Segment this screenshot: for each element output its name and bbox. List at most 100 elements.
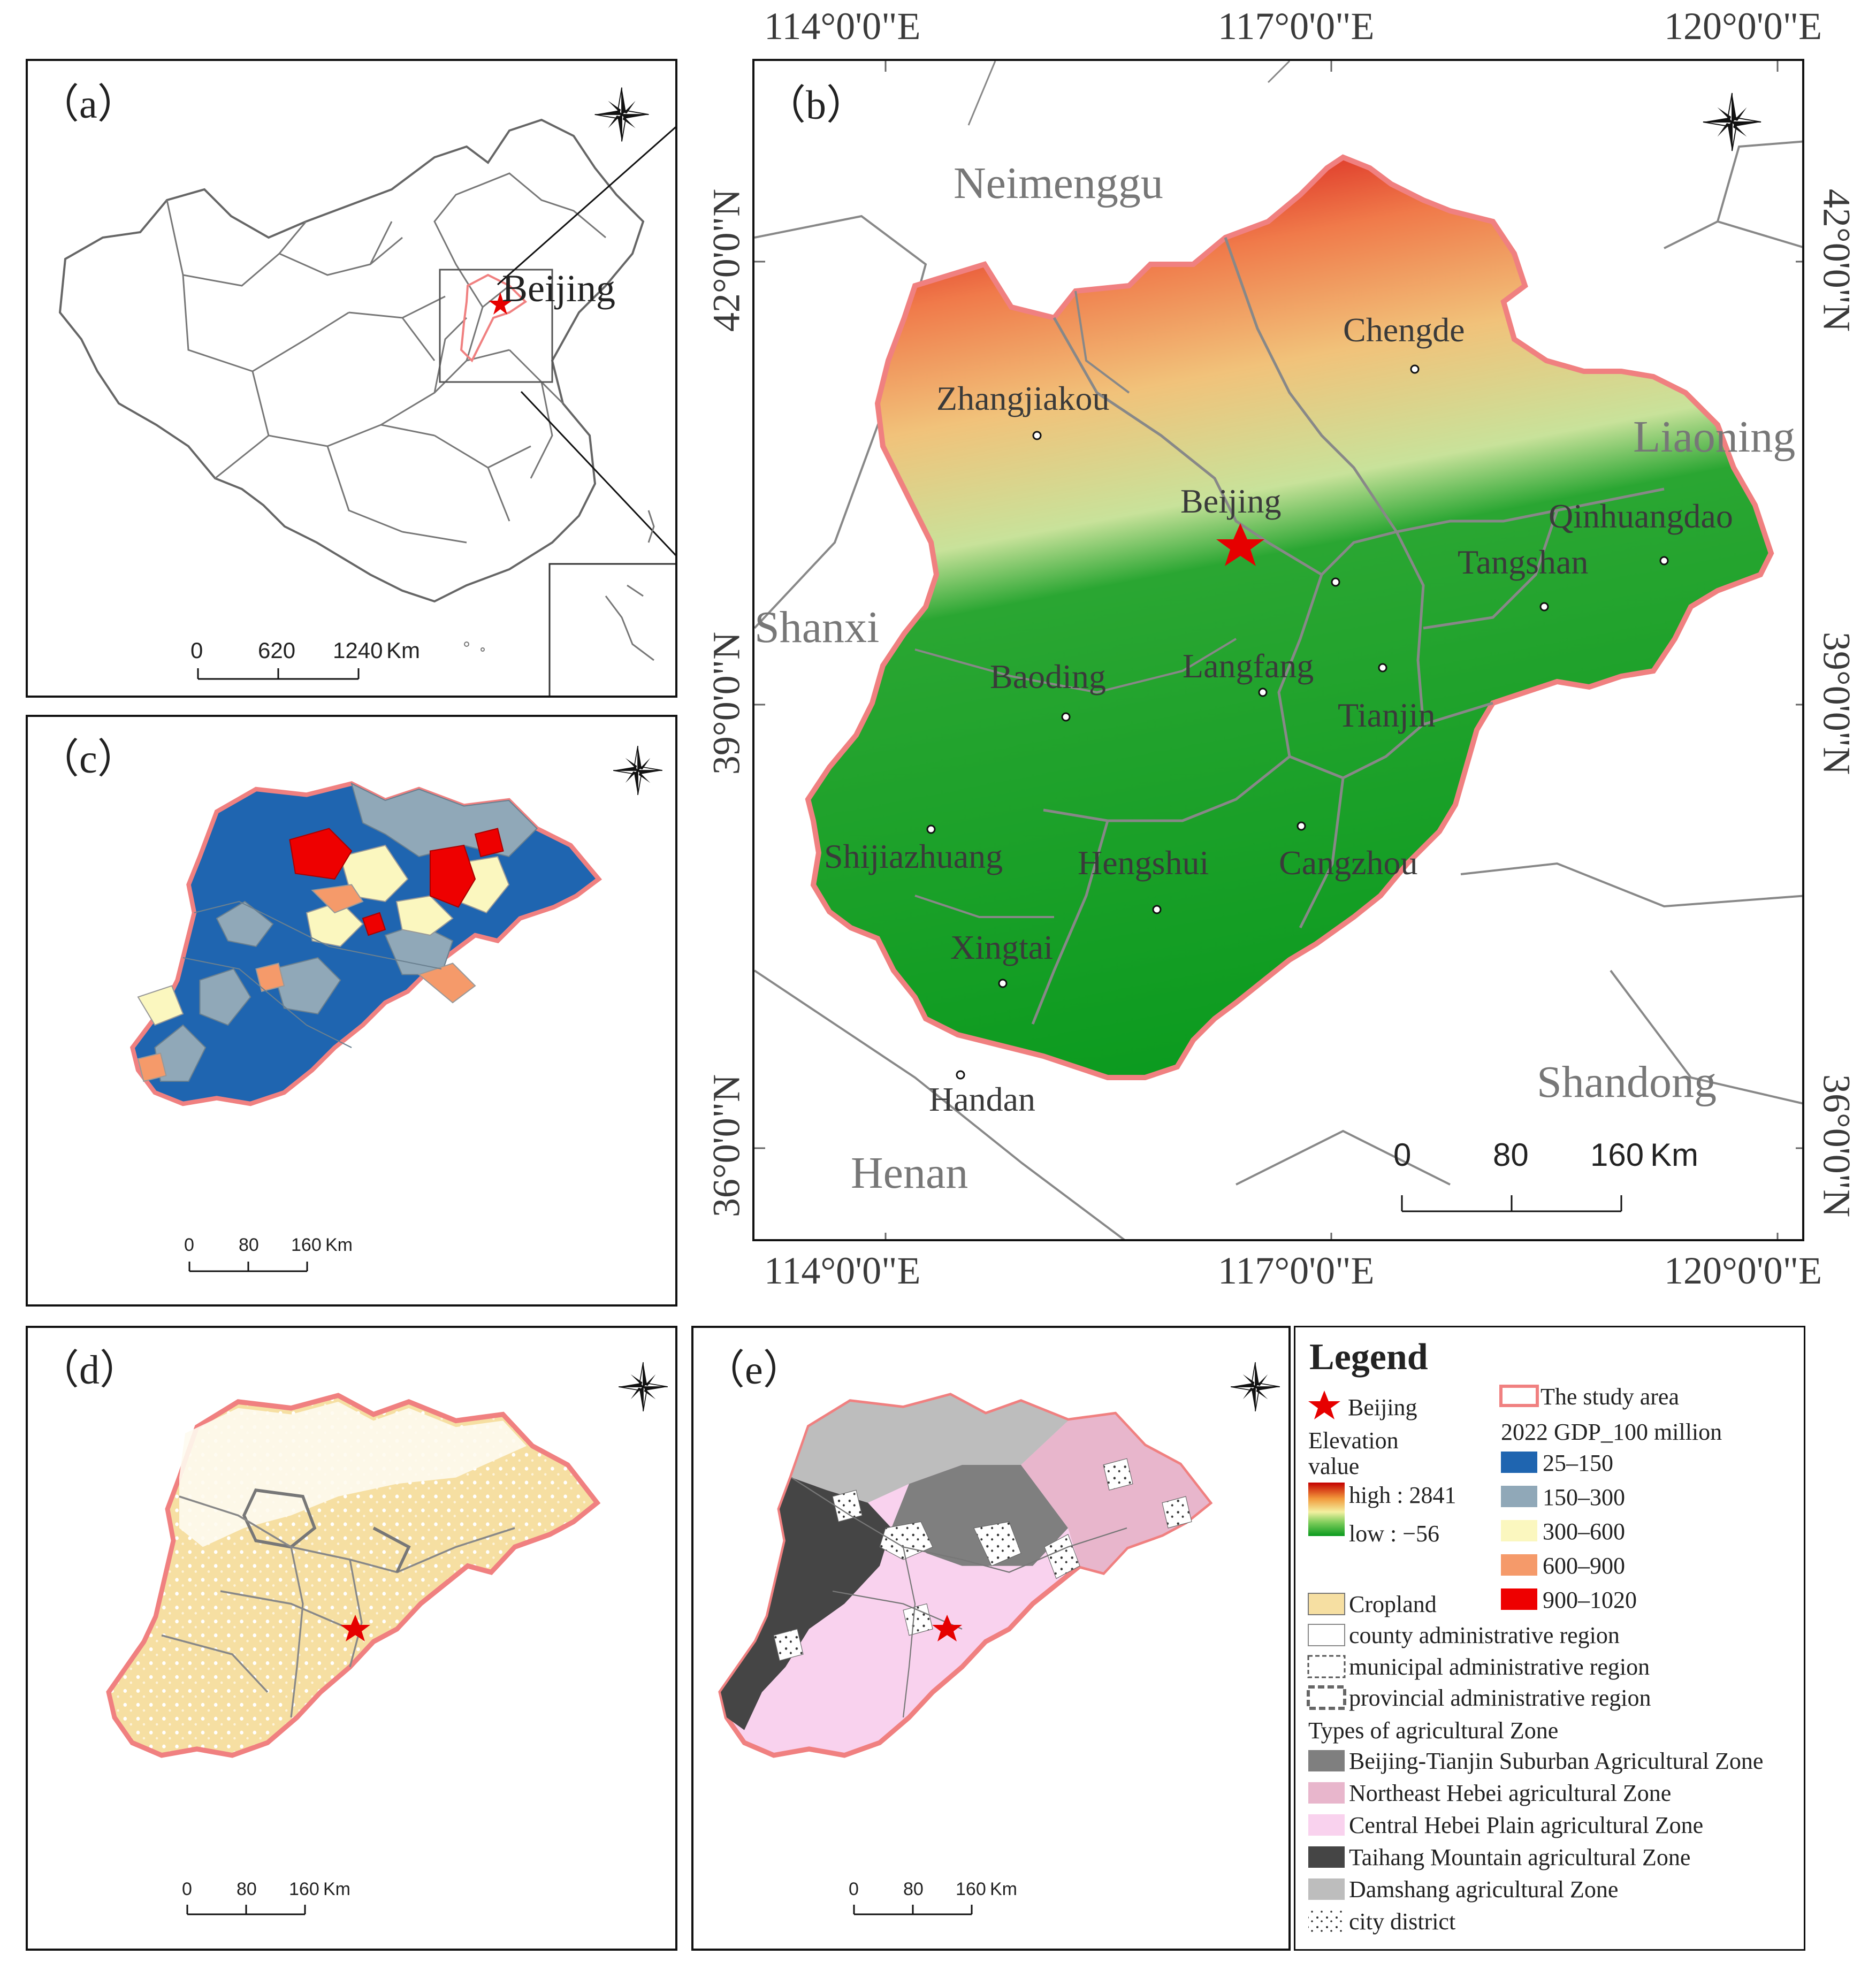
city-beijing: Beijing xyxy=(1180,482,1282,520)
legend-cropland: Cropland xyxy=(1349,1591,1437,1617)
legend-panel: Legend Beijing Elevation value high : 28… xyxy=(1294,1326,1805,1951)
panel-a-label: （a） xyxy=(39,82,138,127)
scale-tick-80: 80 xyxy=(903,1879,924,1899)
legend-elevation-title: Elevation xyxy=(1308,1427,1399,1454)
left-tick-42n: 42°0'0"N xyxy=(705,188,748,332)
region-henan: Henan xyxy=(851,1148,968,1198)
region-shandong: Shandong xyxy=(1537,1057,1717,1107)
legend-zone-0: Beijing-Tianjin Suburban Agricultural Zo… xyxy=(1349,1748,1764,1774)
panel-a-china-map: （a） Beijing 0 620 1240 Km xyxy=(26,59,677,698)
city-handan: Handan xyxy=(929,1080,1036,1118)
scale-tick-80: 80 xyxy=(239,1235,259,1255)
scale-tick-160: 160 xyxy=(289,1879,319,1899)
legend-zone-2: Central Hebei Plain agricultural Zone xyxy=(1349,1812,1704,1838)
legend-municipal: municipal administrative region xyxy=(1349,1654,1650,1680)
cropland-map xyxy=(106,1393,601,1915)
scale-tick-0: 0 xyxy=(1393,1137,1412,1173)
scale-tick-160: 160 xyxy=(291,1235,322,1255)
beijing-star-icon xyxy=(1308,1391,1340,1419)
city-district-swatch xyxy=(1308,1911,1345,1932)
panel-e-agri-zone-map: （e） 0 80 160 Km xyxy=(691,1326,1291,1951)
panel-e-label: （e） xyxy=(704,1348,804,1393)
bottom-tick-114e: 114°0'0"E xyxy=(764,1249,921,1292)
agricultural-zone-map xyxy=(693,1328,1291,1915)
scale-unit: Km xyxy=(386,638,420,663)
municipal-swatch xyxy=(1307,1655,1346,1678)
legend-zone-4: Damshang agricultural Zone xyxy=(1349,1876,1619,1903)
city-langfang: Langfang xyxy=(1183,647,1314,685)
compass-rose-icon xyxy=(594,87,650,142)
scale-tick-0: 0 xyxy=(849,1879,859,1899)
legend-county: county administrative region xyxy=(1349,1622,1620,1648)
top-tick-117e: 117°0'0"E xyxy=(1218,5,1375,48)
panel-b-elevation-map: （b） xyxy=(752,59,1804,1241)
legend-zone-3: Taihang Mountain agricultural Zone xyxy=(1349,1844,1691,1870)
compass-rose-icon xyxy=(618,1362,668,1412)
right-tick-42n: 42°0'0"N xyxy=(1815,188,1858,332)
legend-gdp-title: 2022 GDP_100 million xyxy=(1501,1419,1722,1445)
elevation-ramp xyxy=(1308,1483,1345,1536)
legend-city-district: city district xyxy=(1349,1908,1456,1935)
gdp-swatch-2 xyxy=(1501,1520,1537,1541)
legend-elevation-title2: value xyxy=(1308,1453,1360,1479)
scale-tick-0: 0 xyxy=(190,638,203,663)
zone-swatch-1 xyxy=(1308,1782,1345,1804)
city-hengshui: Hengshui xyxy=(1078,844,1209,882)
gdp-swatch-4 xyxy=(1501,1588,1537,1610)
scale-unit: Km xyxy=(1650,1137,1698,1173)
legend-gdp-2: 300–600 xyxy=(1543,1518,1625,1545)
zone-swatch-2 xyxy=(1308,1814,1345,1836)
county-swatch xyxy=(1308,1624,1345,1646)
scale-tick-0: 0 xyxy=(184,1235,194,1255)
region-shanxi: Shanxi xyxy=(754,602,880,652)
city-tangshan: Tangshan xyxy=(1458,543,1589,581)
scale-tick-80: 80 xyxy=(237,1879,257,1899)
legend-zone-1: Northeast Hebei agricultural Zone xyxy=(1349,1780,1672,1806)
gdp-choropleth-map xyxy=(28,717,677,1272)
beijing-label: Beijing xyxy=(502,267,615,310)
legend-gdp-1: 150–300 xyxy=(1543,1484,1625,1510)
compass-rose-icon xyxy=(613,745,663,796)
legend-elev-high: high : 2841 xyxy=(1349,1482,1456,1508)
scale-unit: Km xyxy=(323,1879,350,1899)
legend-gdp-3: 600–900 xyxy=(1543,1553,1625,1579)
scale-tick-80: 80 xyxy=(1493,1137,1529,1173)
zone-swatch-0 xyxy=(1308,1750,1345,1771)
scale-tick-160: 160 xyxy=(1590,1137,1644,1173)
region-liaoning: Liaoning xyxy=(1633,412,1796,462)
gdp-swatch-1 xyxy=(1501,1486,1537,1507)
scale-unit: Km xyxy=(325,1235,353,1255)
scale-tick-620: 620 xyxy=(258,638,296,663)
scale-tick-1240: 1240 xyxy=(333,638,383,663)
left-tick-36n: 36°0'0"N xyxy=(705,1074,748,1218)
legend-beijing: Beijing xyxy=(1348,1394,1417,1420)
city-qinhuangdao: Qinhuangdao xyxy=(1549,497,1733,535)
top-tick-120e: 120°0'0"E xyxy=(1664,5,1822,48)
bottom-tick-120e: 120°0'0"E xyxy=(1664,1249,1822,1292)
right-tick-36n: 36°0'0"N xyxy=(1815,1074,1858,1218)
region-neimenggu: Neimenggu xyxy=(954,158,1163,208)
provincial-swatch xyxy=(1307,1685,1346,1710)
scale-tick-0: 0 xyxy=(182,1879,192,1899)
cropland-swatch xyxy=(1308,1593,1345,1615)
panel-c-label: （c） xyxy=(39,737,138,782)
zone-swatch-3 xyxy=(1308,1846,1345,1868)
china-outline-map xyxy=(58,118,675,696)
city-cangzhou: Cangzhou xyxy=(1279,844,1418,882)
left-tick-39n: 39°0'0"N xyxy=(705,631,748,775)
legend-zones-title: Types of agricultural Zone xyxy=(1308,1717,1559,1744)
zone-swatch-4 xyxy=(1308,1878,1345,1900)
legend-gdp-0: 25–150 xyxy=(1543,1450,1613,1476)
legend-title: Legend xyxy=(1309,1336,1428,1378)
panel-d-cropland-map: （d） 0 80 160 Km xyxy=(26,1326,677,1951)
legend-study-area: The study area xyxy=(1541,1384,1679,1410)
panel-d-label: （d） xyxy=(39,1348,140,1393)
study-area-swatch xyxy=(1499,1385,1539,1407)
compass-rose-icon xyxy=(1230,1362,1280,1412)
legend-gdp-4: 900–1020 xyxy=(1543,1587,1637,1613)
city-zhangjiakou: Zhangjiakou xyxy=(936,379,1110,417)
bottom-tick-117e: 117°0'0"E xyxy=(1218,1249,1375,1292)
right-tick-39n: 39°0'0"N xyxy=(1815,631,1858,775)
compass-rose-icon xyxy=(1702,92,1762,152)
elevation-map xyxy=(754,61,1802,1239)
